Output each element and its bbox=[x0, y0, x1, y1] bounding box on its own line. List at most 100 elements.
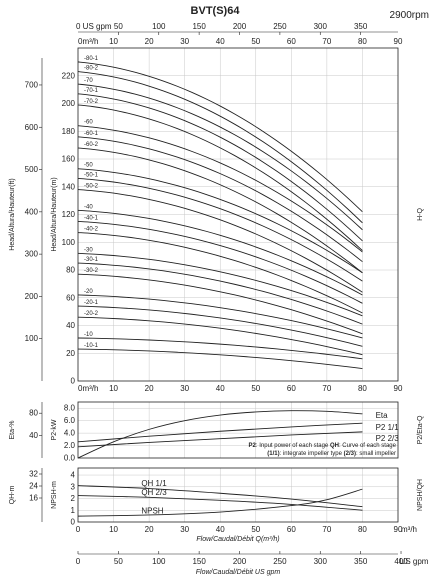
mh-bottom-tick-label: 80 bbox=[358, 384, 367, 393]
power-curve-p2-1-1 bbox=[77, 422, 363, 443]
y-axis-label-ft: Head/Altura/Hauteur(ft) bbox=[9, 178, 16, 250]
mh-bottom-tick-label: 40 bbox=[216, 384, 225, 393]
y-axis-label-qh: QH-m bbox=[9, 486, 16, 505]
power-note-part: QH bbox=[330, 443, 339, 449]
gpm-bottom-tick-label: 300 bbox=[314, 557, 328, 566]
mh-axis-tick-label: 20 bbox=[145, 525, 154, 534]
y-tick-label-m: 160 bbox=[62, 155, 76, 164]
p2-tick-label: 4.0 bbox=[64, 429, 76, 438]
mh-top-tick-label: 50 bbox=[251, 37, 260, 46]
power-note-line: P2: Input power of each stage QH: Curve … bbox=[249, 443, 397, 449]
y-tick-label-m: 0 bbox=[71, 377, 76, 386]
gpm-top-unit: 0 US gpm bbox=[76, 22, 112, 31]
npsh-curve-label: QH 2/3 bbox=[141, 488, 167, 497]
mh-top-tick-label: 70 bbox=[322, 37, 331, 46]
mh-top-tick-label: 60 bbox=[287, 37, 296, 46]
gpm-bottom-tick-label: 250 bbox=[273, 557, 287, 566]
hq-curve-80-1 bbox=[77, 61, 363, 213]
mh-bottom-tick-label: 20 bbox=[145, 384, 154, 393]
npsh-tick-label: 3 bbox=[71, 482, 76, 491]
hq-curve-label: -40-2 bbox=[84, 227, 99, 233]
mh-axis-tick-label: 60 bbox=[287, 525, 296, 534]
qh-tick-label: 24 bbox=[29, 482, 38, 491]
hq-curve-label: -40 bbox=[84, 204, 93, 210]
hq-curve-label: -60-1 bbox=[84, 131, 99, 137]
y-tick-label-ft: 500 bbox=[25, 165, 39, 174]
hq-curve-40-2 bbox=[77, 232, 363, 314]
hq-curve-label: -60-2 bbox=[84, 142, 99, 148]
hq-curve-label: -20-2 bbox=[84, 311, 99, 317]
eta-tick-label: 80 bbox=[29, 409, 38, 418]
gpm-bottom-unit: US gpm bbox=[400, 557, 429, 566]
hq-curve-label: -80-1 bbox=[84, 56, 99, 62]
npsh-curve-label: NPSH bbox=[141, 506, 163, 515]
mh-axis-tick-label: 80 bbox=[358, 525, 367, 534]
side-label-hq: H-Q bbox=[417, 208, 424, 221]
gpm-top-tick-label: 200 bbox=[233, 22, 247, 31]
hq-curve-label: -40-1 bbox=[84, 215, 99, 221]
hq-curve-10-1 bbox=[77, 348, 363, 369]
power-note-line: (1/1): integrate impeller type (2/3): sm… bbox=[267, 451, 396, 457]
npsh-tick-label: 4 bbox=[71, 471, 76, 480]
hq-curve-50 bbox=[77, 168, 363, 274]
gpm-top-tick-label: 300 bbox=[314, 22, 328, 31]
gpm-top-tick-label: 50 bbox=[114, 22, 123, 31]
hq-curve-label: -20-1 bbox=[84, 300, 99, 306]
gpm-bottom-tick-label: 0 bbox=[76, 557, 81, 566]
eta-tick-label: 40 bbox=[29, 431, 38, 440]
hq-curve-label: -50-2 bbox=[84, 184, 99, 190]
hq-curve-label: -70 bbox=[84, 78, 93, 84]
hq-curve-label: -30 bbox=[84, 247, 93, 253]
gpm-bottom-tick-label: 150 bbox=[192, 557, 206, 566]
y-tick-label-ft: 100 bbox=[25, 334, 39, 343]
p2-tick-label: 8.0 bbox=[64, 404, 76, 413]
npsh-curve-label: QH 1/1 bbox=[141, 479, 167, 488]
hq-curve-30-2 bbox=[77, 273, 363, 335]
power-note-part: : small impeller bbox=[356, 451, 396, 457]
mh-axis-tick-label: 0 bbox=[76, 525, 81, 534]
hq-curve-label: -50-1 bbox=[84, 172, 99, 178]
power-panel: 0.0 2.0 4.0 6.0 8.0 40 80 Eta-% P2-kW P2/Eta-Q Eta… bbox=[9, 401, 424, 463]
hq-panel: 20 40 60 80 100 120 140 160 180 200 220 0 100 200 300 4… bbox=[9, 22, 424, 393]
mh-axis-tick-label: 70 bbox=[322, 525, 331, 534]
mh-bottom-tick-label: 70 bbox=[322, 384, 331, 393]
gpm-top-tick-label: 100 bbox=[152, 22, 166, 31]
gpm-bottom-tick-label: 350 bbox=[354, 557, 368, 566]
y-tick-label-ft: 700 bbox=[25, 80, 39, 89]
mh-top-tick-label: 80 bbox=[358, 37, 367, 46]
hq-curve-40-1 bbox=[77, 220, 363, 304]
hq-curve-30 bbox=[77, 252, 363, 317]
mh-top-tick-label: 30 bbox=[180, 37, 189, 46]
hq-curve-30-1 bbox=[77, 262, 363, 325]
npsh-curve-qh-2-3 bbox=[77, 495, 363, 511]
y-tick-label-m: 200 bbox=[62, 99, 76, 108]
side-label-npsh: NPSH/QH bbox=[417, 479, 424, 511]
y-tick-label-m: 140 bbox=[62, 182, 76, 191]
npsh-tick-label: 1 bbox=[71, 506, 76, 515]
power-note-part: (2/3) bbox=[344, 451, 356, 457]
qh-tick-label: 32 bbox=[29, 470, 38, 479]
hq-curve-label: -70-2 bbox=[84, 99, 99, 105]
power-curve-label: P2 1/1 bbox=[376, 423, 400, 432]
y-tick-label-m: 220 bbox=[62, 71, 76, 80]
hq-curve-20-2 bbox=[77, 316, 363, 356]
power-note-part: P2 bbox=[249, 443, 257, 449]
mh-bottom-tick-label: 60 bbox=[287, 384, 296, 393]
y-tick-label-ft: 200 bbox=[25, 292, 39, 301]
y-tick-label-m: 180 bbox=[62, 127, 76, 136]
y-tick-label-m: 20 bbox=[66, 349, 75, 358]
mh-top-unit: 0m³/h bbox=[78, 37, 98, 46]
hq-curve-label: -30-2 bbox=[84, 268, 99, 274]
y-tick-label-m: 80 bbox=[66, 266, 75, 275]
npsh-curve-qh-1-1 bbox=[77, 485, 363, 508]
y-tick-label-m: 40 bbox=[66, 321, 75, 330]
gpm-top-tick-label: 250 bbox=[273, 22, 287, 31]
mh-bottom-tick-label: 90 bbox=[394, 384, 403, 393]
gpm-top-tick-label: 150 bbox=[192, 22, 206, 31]
hq-curve-70 bbox=[77, 83, 363, 231]
npsh-curve-npsh bbox=[77, 488, 363, 517]
hq-curve-label: -20 bbox=[84, 289, 93, 295]
npsh-panel: 0 1 2 3 4 16 24 32 QH-m NPSH-m NPSH/QH QH 1/1QH 2/3… bbox=[9, 467, 429, 576]
hq-curve-50-2 bbox=[77, 189, 363, 293]
